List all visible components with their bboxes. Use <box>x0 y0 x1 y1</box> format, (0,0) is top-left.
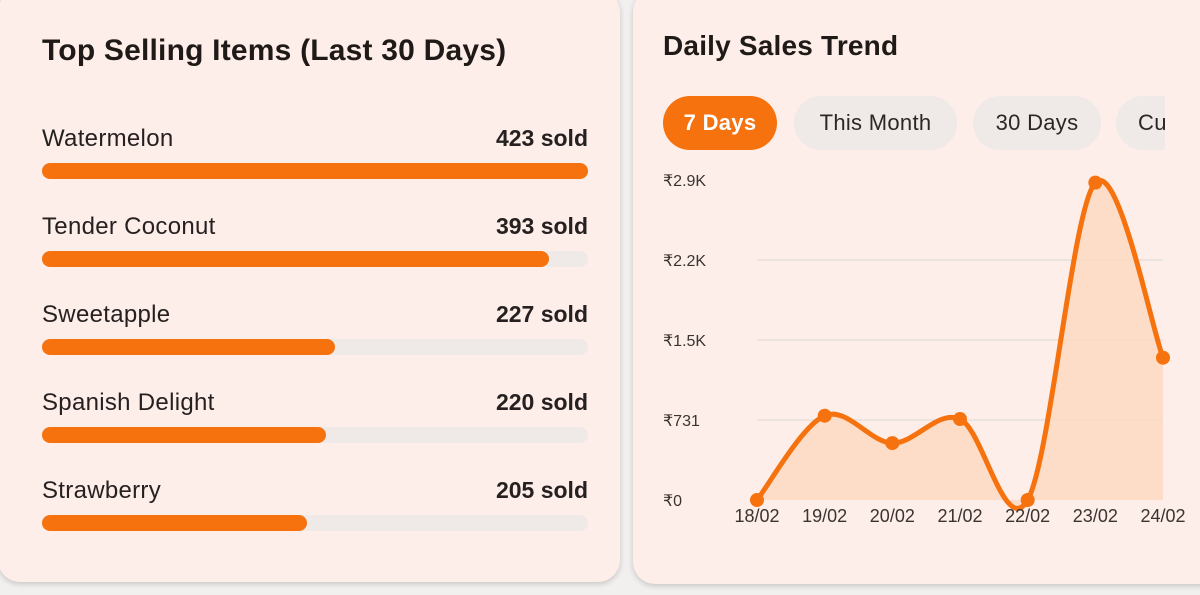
tab-this-month[interactable]: This Month <box>794 96 957 150</box>
y-tick-label: ₹1.5K <box>663 333 706 350</box>
x-tick-label: 22/02 <box>1005 506 1050 526</box>
item-name: Tender Coconut <box>42 213 216 240</box>
tab-cu[interactable]: Cu <box>1116 96 1165 150</box>
progress-track <box>42 163 588 179</box>
sales-trend-chart: ₹0 ₹731 ₹1.5K ₹2.2K ₹2.9K 18/02 19/02 20/02 21/0… <box>663 173 1186 526</box>
data-point <box>1088 175 1103 190</box>
list-item: Watermelon 423 sold <box>42 125 588 185</box>
data-point <box>750 493 764 507</box>
data-point <box>1020 493 1035 507</box>
tab-7-days[interactable]: 7 Days <box>663 96 777 150</box>
progress-track <box>42 427 588 443</box>
item-sold-count: 205 sold <box>495 477 588 503</box>
item-sold-count: 393 sold <box>495 213 588 239</box>
range-tabs: 7 Days This Month 30 Days Cu <box>663 96 1165 150</box>
area-fill <box>757 180 1163 509</box>
data-point <box>817 408 832 423</box>
y-tick-label: ₹0 <box>663 493 682 510</box>
data-point <box>1156 350 1170 365</box>
progress-fill <box>42 427 326 443</box>
item-name: Sweetapple <box>42 301 171 328</box>
data-point <box>953 412 967 427</box>
daily-sales-trend-card: Daily Sales Trend 7 Days This Month 30 Day… <box>633 0 1200 584</box>
x-tick-label: 20/02 <box>870 506 915 526</box>
top-selling-items-card: Top Selling Items (Last 30 Days) Waterme… <box>0 0 620 582</box>
series-line <box>754 177 1166 511</box>
progress-track <box>42 339 588 355</box>
progress-track <box>42 515 588 531</box>
list-item: Strawberry 205 sold <box>42 477 588 537</box>
tab-30-days[interactable]: 30 Days <box>973 96 1101 150</box>
x-tick-label: 21/02 <box>937 506 982 526</box>
list-item: Tender Coconut 393 sold <box>42 213 588 273</box>
item-sold-count: 423 sold <box>495 125 588 151</box>
data-point <box>885 436 900 451</box>
item-name: Spanish Delight <box>42 389 215 416</box>
x-tick-label: 24/02 <box>1140 506 1185 526</box>
x-tick-label: 23/02 <box>1073 506 1118 526</box>
y-tick-label: ₹731 <box>663 413 700 430</box>
item-name: Strawberry <box>42 477 162 504</box>
list-item: Spanish Delight 220 sold <box>42 389 588 449</box>
top-selling-title: Top Selling Items (Last 30 Days) <box>42 34 507 67</box>
progress-fill <box>42 251 550 267</box>
sales-trend-title: Daily Sales Trend <box>663 30 899 61</box>
progress-track <box>42 251 588 267</box>
x-tick-label: 19/02 <box>802 506 847 526</box>
item-name: Watermelon <box>42 125 174 152</box>
progress-fill <box>42 339 335 355</box>
progress-fill <box>42 163 588 179</box>
item-sold-count: 227 sold <box>495 301 588 327</box>
y-tick-label: ₹2.9K <box>663 173 706 190</box>
item-sold-count: 220 sold <box>495 389 588 415</box>
progress-fill <box>42 515 307 531</box>
x-tick-label: 18/02 <box>734 506 779 526</box>
list-item: Sweetapple 227 sold <box>42 301 588 361</box>
y-tick-label: ₹2.2K <box>663 253 706 270</box>
